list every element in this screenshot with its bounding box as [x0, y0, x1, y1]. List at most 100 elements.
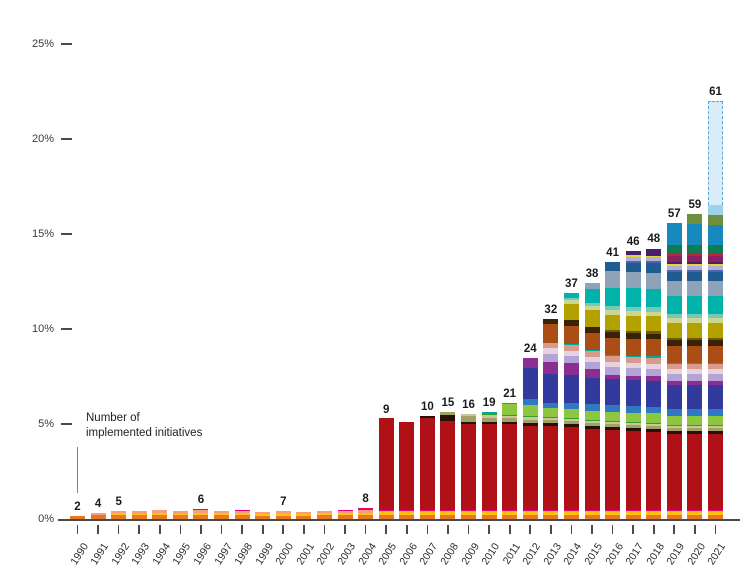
bar-segment-salmon [214, 510, 230, 514]
bar-segment-pink-salmon [646, 357, 662, 364]
bar-segment-pale-green [563, 300, 579, 305]
bar-segment-green-line [481, 413, 497, 416]
bar-segment-yellow [461, 512, 477, 516]
bar-segment-magenta-line [522, 509, 538, 511]
bar-segment-slate-blue [687, 269, 703, 272]
bar-segment-dark-red [378, 418, 394, 510]
bar-segment-khaki [605, 424, 621, 428]
annotation-pointer-line [76, 447, 78, 493]
bar-segment-yellow-line [707, 264, 723, 266]
bar-segment-green-line [522, 416, 538, 418]
bar-segment-cerulean [687, 223, 703, 245]
bar-segment-light-teal [707, 313, 723, 319]
bar-segment-navy [687, 271, 703, 281]
bar-segment-orange [646, 515, 662, 519]
bar-segment-indigo [687, 385, 703, 410]
bar-segment-teal-line [687, 362, 703, 364]
bar-segment-teal-line [625, 355, 641, 357]
bar-segment-salmon [687, 510, 703, 513]
bar-segment-rust [543, 323, 559, 343]
bar-segment-rust [605, 337, 621, 355]
bar-segment-dark-red [646, 431, 662, 510]
bar-segment-dark-green [666, 244, 682, 254]
bar-segment-pale-green [625, 311, 641, 316]
bar-segment-sage [481, 415, 497, 418]
bar-2017 [625, 251, 641, 519]
bar-segment-orange [625, 515, 641, 519]
bar-segment-dark-olive [707, 337, 723, 341]
bar-segment-dark-red [522, 425, 538, 510]
bar-segment-sage [687, 426, 703, 428]
y-axis-tick-10 [61, 328, 72, 330]
bar-segment-purple [584, 369, 600, 378]
bar-2006 [399, 422, 415, 519]
bar-segment-olive-yellow [563, 304, 579, 321]
bar-2000 [275, 511, 291, 519]
bar-2013 [543, 318, 559, 519]
bar-segment-olive-yellow [625, 315, 641, 331]
bar-2008 [440, 412, 456, 519]
bar-segment-slate-blue [666, 269, 682, 272]
bar-segment-light-green [563, 408, 579, 419]
bar-segment-yellow [584, 512, 600, 516]
bar-segment-orange [234, 515, 250, 519]
bar-2016 [605, 261, 621, 519]
bar-segment-pink-salmon [707, 363, 723, 370]
bar-segment-pink-salmon [687, 363, 703, 370]
bar-segment-yellow [399, 512, 415, 516]
bar-segment-black [646, 428, 662, 432]
bar-segment-black [440, 415, 456, 421]
bar-segment-sage [666, 426, 682, 428]
bar-segment-orange [687, 515, 703, 519]
bar-segment-salmon [90, 512, 106, 516]
bar-segment-salmon [440, 510, 456, 513]
bar-segment-purple [543, 362, 559, 374]
bar-segment-olive-green [687, 214, 703, 224]
x-axis-tick-1994 [158, 525, 161, 534]
bar-segment-medium-blue [563, 403, 579, 409]
bar-segment-periwinkle [687, 265, 703, 270]
bar-segment-yellow [502, 512, 518, 516]
annotation-line1: Number of [86, 412, 140, 424]
bar-segment-pale-pink [625, 363, 641, 368]
bar-segment-dark-red [563, 427, 579, 510]
bar-segment-yellow [646, 512, 662, 516]
bar-segment-light-green [605, 411, 621, 422]
bar-segment-pale-pink [646, 363, 662, 369]
x-axis-tick-2000 [282, 525, 285, 534]
bar-segment-rust [563, 326, 579, 345]
bar-segment-dark-olive [687, 337, 703, 341]
bar-segment-light-teal [666, 313, 682, 319]
bar-segment-black [481, 421, 497, 425]
y-axis-tick-5 [61, 423, 72, 425]
bar-segment-green-line [563, 418, 579, 420]
x-axis-tick-1999 [261, 525, 264, 534]
bar-segment-orange [214, 515, 230, 519]
bar-segment-orange [378, 515, 394, 519]
bar-segment-teal [707, 296, 723, 314]
bar-segment-green-line [605, 421, 621, 423]
bar-segment-khaki [481, 417, 497, 422]
bar-segment-green-line [666, 424, 682, 427]
bar-segment-dark-red [605, 430, 621, 510]
bar-segment-salmon [481, 510, 497, 513]
bar-segment-light-green [502, 404, 518, 415]
bar-segment-yellow [419, 512, 435, 516]
bar-segment-black [584, 426, 600, 430]
bar-segment-magenta-line [337, 509, 353, 511]
x-axis-tick-2016 [611, 525, 614, 534]
x-axis-tick-2011 [508, 525, 511, 534]
count-label-2000: 7 [280, 496, 287, 509]
x-axis-tick-2009 [467, 525, 470, 534]
bar-segment-black [563, 424, 579, 428]
x-axis-tick-2005 [385, 525, 388, 534]
bar-segment-gray-blue [707, 280, 723, 297]
bar-segment-yellow [296, 514, 312, 516]
bar-segment-salmon [646, 510, 662, 513]
bar-segment-olive-yellow [646, 316, 662, 332]
bar-segment-yellow [234, 513, 250, 516]
bar-segment-orange [707, 515, 723, 519]
bar-segment-dark-purple [646, 248, 662, 256]
bar-segment-salmon [275, 511, 291, 514]
bar-segment-orange [275, 515, 291, 519]
